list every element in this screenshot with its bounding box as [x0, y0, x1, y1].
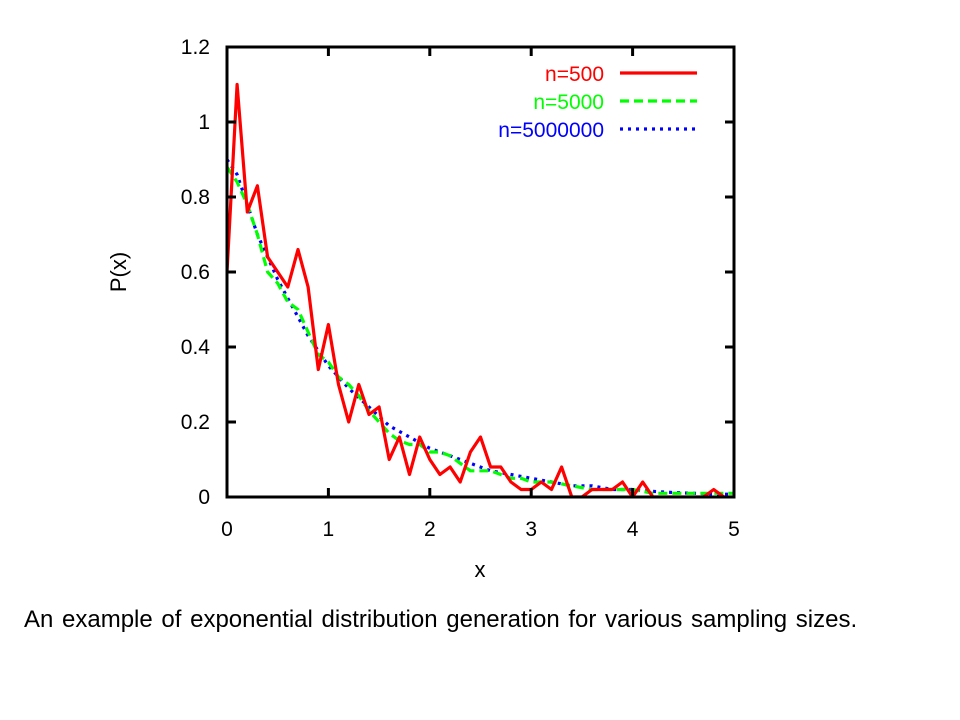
x-tick-label-3: 3 — [525, 518, 537, 541]
legend: n=500 n=5000 n=5000000 — [498, 63, 697, 142]
x-tick-label-5: 5 — [728, 518, 740, 541]
x-axis-label: x — [475, 557, 486, 582]
figure-caption: An example of exponential distribution g… — [24, 606, 858, 633]
legend-label-2: n=5000000 — [498, 119, 604, 142]
y-tick-label-4: 0.8 — [181, 186, 210, 209]
series-line-2 — [227, 158, 734, 496]
x-tick-label-0: 0 — [221, 518, 233, 541]
y-axis-label: P(x) — [106, 252, 131, 292]
y-tick-label-3: 0.6 — [181, 261, 210, 284]
series-line-1 — [227, 166, 734, 495]
legend-label-1: n=5000 — [533, 91, 604, 114]
y-tick-label-0: 0 — [198, 486, 210, 509]
y-tick-label-2: 0.4 — [181, 336, 211, 359]
x-tick-label-4: 4 — [627, 518, 639, 541]
exponential-distribution-chart: 0 1 2 3 4 500.20.40.60.811.2 x P(x) n=500n=50… — [106, 36, 740, 582]
series-line-0 — [227, 82, 734, 497]
y-tick-label-5: 1 — [198, 111, 210, 134]
y-tick-label-1: 0.2 — [181, 411, 210, 434]
x-tick-label-2: 2 — [424, 518, 436, 541]
y-tick-label-6: 1.2 — [181, 36, 210, 59]
x-tick-label-1: 1 — [323, 518, 335, 541]
legend-label-0: n=500 — [545, 63, 604, 86]
